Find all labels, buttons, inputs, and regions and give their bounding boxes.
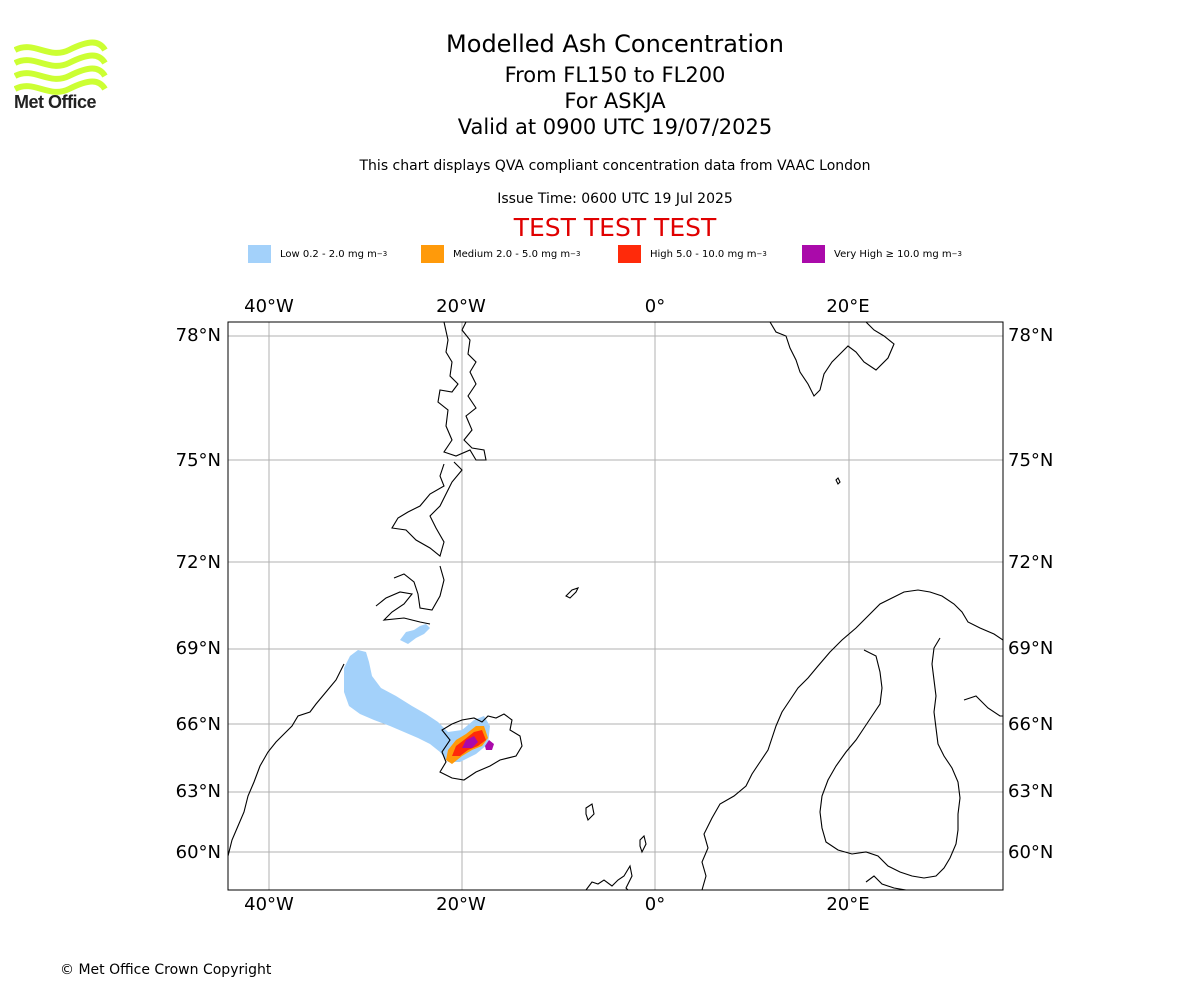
legend-swatch-medium	[421, 245, 444, 263]
legend-unit-exponent: −3	[951, 250, 962, 258]
lat-label-right: 60°N	[1008, 842, 1053, 863]
lat-label-right: 72°N	[1008, 552, 1053, 573]
legend-swatch-low	[248, 245, 271, 263]
coastlines	[228, 322, 1003, 890]
lon-label-bottom: 0°	[645, 894, 665, 915]
level-range: From FL150 to FL200	[504, 63, 726, 87]
lat-label-left: 69°N	[176, 638, 221, 659]
lon-label-bottom: 20°E	[826, 894, 869, 915]
copyright-text: © Met Office Crown Copyright	[60, 962, 272, 978]
legend-label-very-high: Very High ≥ 10.0 mg m	[834, 248, 952, 260]
lat-label-left: 60°N	[176, 842, 221, 863]
lat-label-left: 72°N	[176, 552, 221, 573]
legend-item-very-high: Very High ≥ 10.0 mg m −3	[802, 244, 962, 264]
lon-label-top: 20°E	[826, 296, 869, 317]
lon-label-top: 40°W	[244, 296, 294, 317]
lat-label-left: 66°N	[176, 714, 221, 735]
ash-low-region	[344, 624, 490, 762]
lat-label-right: 66°N	[1008, 714, 1053, 735]
map-frame	[227, 321, 1004, 891]
lon-label-top: 0°	[645, 296, 665, 317]
chart-description: This chart displays QVA compliant concen…	[359, 158, 871, 174]
legend-swatch-very-high	[802, 245, 825, 263]
legend-item-medium: Medium 2.0 - 5.0 mg m −3	[421, 244, 580, 264]
legend-label-high: High 5.0 - 10.0 mg m	[650, 248, 757, 260]
lon-label-top: 20°W	[436, 296, 486, 317]
legend-label-low: Low 0.2 - 2.0 mg m	[280, 248, 377, 260]
legend-item-high: High 5.0 - 10.0 mg m −3	[618, 244, 767, 264]
volcano-name: For ASKJA	[564, 89, 666, 113]
lat-label-left: 78°N	[176, 325, 221, 346]
met-office-logo	[14, 39, 108, 95]
logo-text: Met Office	[14, 92, 97, 112]
legend-unit-exponent: −3	[570, 250, 581, 258]
lat-label-right: 75°N	[1008, 450, 1053, 471]
test-banner: TEST TEST TEST	[513, 213, 717, 242]
legend-unit-exponent: −3	[756, 250, 767, 258]
lon-label-bottom: 40°W	[244, 894, 294, 915]
map-gridlines	[228, 322, 1003, 890]
legend-label-medium: Medium 2.0 - 5.0 mg m	[453, 248, 571, 260]
lat-label-right: 78°N	[1008, 325, 1053, 346]
chart-title: Modelled Ash Concentration	[446, 30, 784, 58]
lat-label-right: 63°N	[1008, 781, 1053, 802]
legend-item-low: Low 0.2 - 2.0 mg m −3	[248, 244, 387, 264]
lat-label-left: 63°N	[176, 781, 221, 802]
lon-label-bottom: 20°W	[436, 894, 486, 915]
valid-time: Valid at 0900 UTC 19/07/2025	[457, 115, 773, 139]
legend-swatch-high	[618, 245, 641, 263]
ash-very-high-region	[462, 736, 494, 750]
issue-time: Issue Time: 0600 UTC 19 Jul 2025	[497, 191, 733, 207]
legend-unit-exponent: −3	[376, 250, 388, 258]
lat-label-left: 75°N	[176, 450, 221, 471]
lat-label-right: 69°N	[1008, 638, 1053, 659]
